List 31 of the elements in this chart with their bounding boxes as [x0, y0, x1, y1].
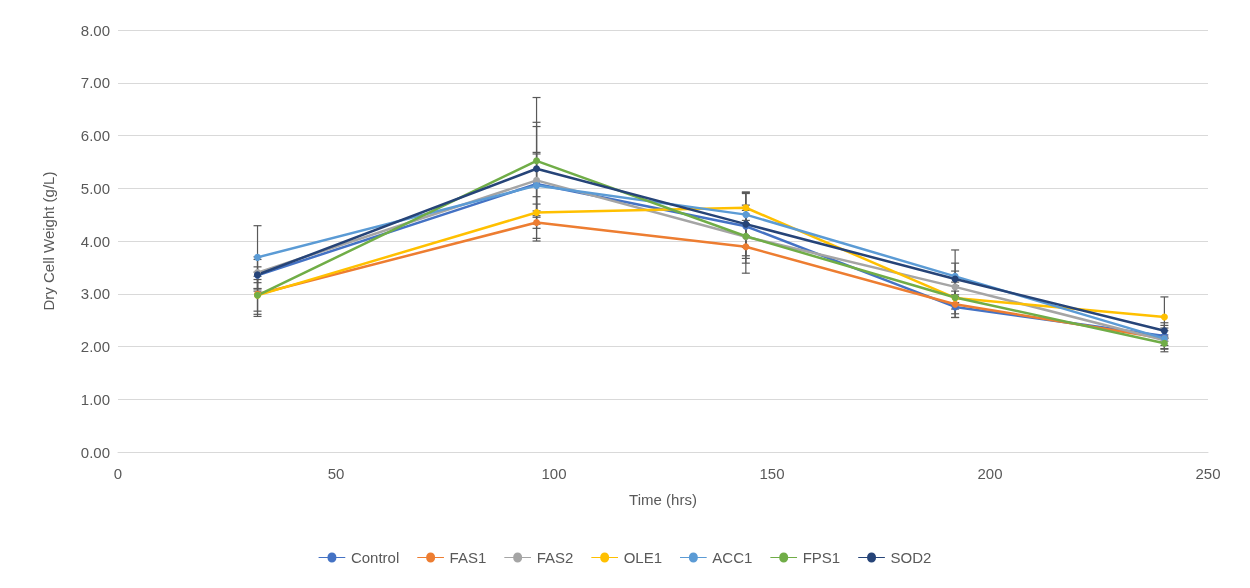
y-tick-label: 8.00	[80, 21, 110, 39]
x-axis-title: Time (hrs)	[629, 491, 697, 508]
x-tick-label: 0	[113, 465, 123, 482]
point	[533, 165, 541, 173]
y-tick-label: 6.00	[80, 127, 110, 144]
x-tick-label: 250	[1195, 465, 1221, 482]
y-axis-title: Dry Cell Weight (g/L)	[40, 171, 57, 311]
x-tick-label: 100	[541, 465, 567, 482]
x-tick-label: 50	[327, 465, 345, 482]
legend-label: Control	[350, 549, 400, 566]
x-tick-label: 200	[977, 465, 1003, 482]
legend-label: FPS1	[802, 549, 841, 566]
y-tick-label: 4.00	[80, 232, 110, 250]
y-tick-label: 5.00	[80, 179, 110, 197]
point	[951, 283, 959, 291]
legend-label: SOD2	[890, 549, 932, 566]
y-tick-label: 2.00	[80, 338, 110, 355]
point	[533, 157, 541, 165]
point	[533, 209, 541, 217]
y-tick-label: 1.00	[80, 390, 110, 408]
legend-label: OLE1	[623, 549, 663, 566]
y-tick-label: 3.00	[80, 285, 110, 303]
legend-label: ACC1	[712, 549, 753, 566]
y-tick-label: 0.00	[80, 443, 110, 461]
point	[742, 211, 750, 219]
point	[742, 204, 750, 212]
point	[533, 219, 541, 227]
legend-label: FAS2	[536, 549, 574, 566]
x-tick-label: 150	[759, 465, 785, 482]
legend-label: FAS1	[449, 549, 487, 566]
y-tick-label: 7.00	[80, 74, 110, 92]
